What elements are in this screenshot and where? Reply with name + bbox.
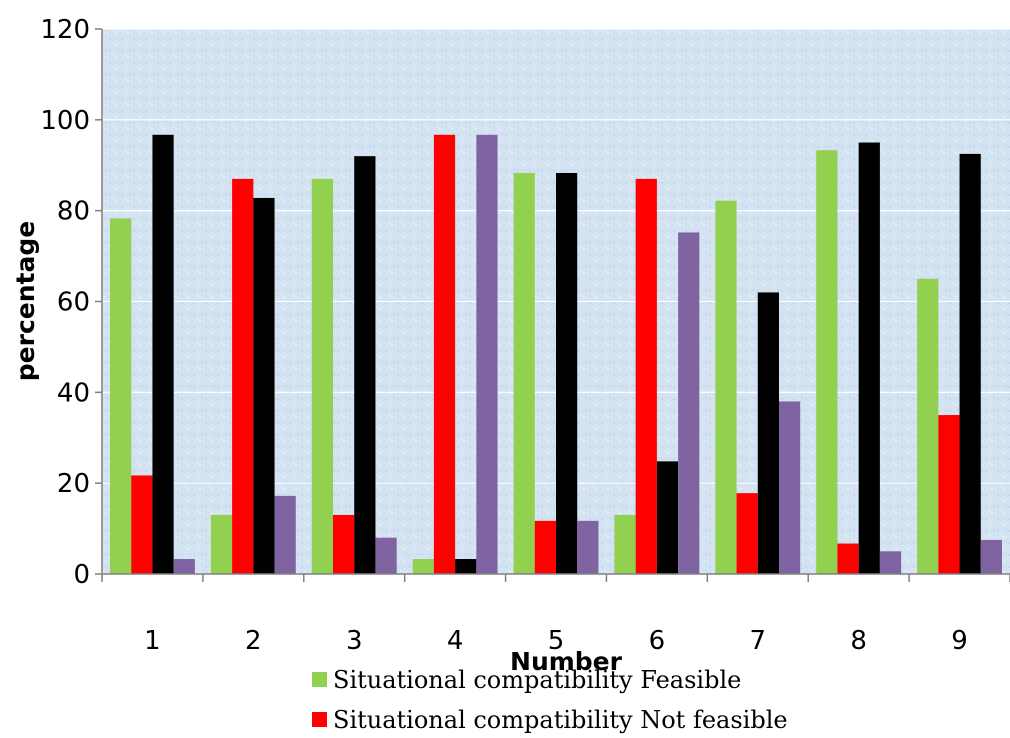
x-tick-label: 6: [649, 626, 666, 656]
legend-label: Situational compatibility Not feasible: [333, 706, 788, 734]
bar: [614, 514, 636, 574]
x-tick-label: 7: [750, 626, 767, 656]
bar: [311, 178, 333, 574]
legend: Situational compatibility Feasible Situat…: [312, 666, 788, 734]
bar: [333, 514, 355, 574]
legend-swatch: [312, 672, 327, 687]
bar: [757, 292, 779, 574]
bar: [274, 495, 296, 574]
bar: [455, 559, 477, 574]
bar: [678, 232, 700, 574]
bar: [253, 197, 275, 574]
x-tick-label: 4: [447, 626, 464, 656]
bars: [110, 134, 1002, 575]
x-tick-label: 5: [548, 626, 565, 656]
x-tick-label: 2: [245, 626, 262, 656]
legend-swatch: [312, 712, 327, 727]
bar: [534, 520, 556, 574]
bar: [656, 461, 679, 574]
x-tick-label: 9: [951, 626, 968, 656]
bar: [476, 134, 498, 574]
bar: [232, 178, 254, 574]
bar: [375, 537, 397, 574]
axes: [95, 28, 1010, 582]
bar: [938, 415, 960, 574]
bar: [736, 493, 758, 574]
y-tick-label: 120: [40, 15, 90, 45]
bar: [412, 559, 434, 574]
bar: [556, 172, 578, 575]
bar: [816, 150, 838, 574]
x-axis-title: Number: [510, 647, 623, 676]
bar: [577, 520, 599, 574]
bar: [779, 401, 801, 574]
y-tick-label: 40: [57, 378, 90, 408]
y-tick-label: 0: [73, 560, 90, 590]
bar: [110, 218, 132, 574]
bar: [879, 551, 902, 574]
y-axis-title: percentage: [11, 221, 40, 381]
bar: [210, 514, 233, 574]
bar: [152, 134, 174, 574]
bar: [837, 543, 859, 574]
bar: [513, 172, 535, 575]
bar: [354, 156, 376, 574]
bar: [131, 475, 153, 574]
y-tick-labels: 0 20 40 60 80 100 120: [40, 15, 90, 590]
y-tick-label: 80: [57, 197, 90, 227]
bar: [959, 153, 981, 575]
bar: [173, 559, 195, 574]
bar: [917, 278, 939, 574]
y-tick-label: 60: [57, 288, 90, 318]
x-tick-labels: 1 2 3 4 5 6 7 8 9: [144, 626, 968, 656]
x-tick-label: 3: [346, 626, 363, 656]
y-tick-label: 100: [40, 106, 90, 136]
bar: [715, 200, 737, 575]
x-tick-label: 1: [144, 626, 161, 656]
bar: [433, 134, 456, 574]
legend-label: Situational compatibility Feasible: [333, 666, 741, 694]
y-tick-label: 20: [57, 469, 90, 499]
bar: [858, 142, 880, 574]
bar: [980, 539, 1002, 574]
x-tick-label: 8: [850, 626, 867, 656]
bar: [635, 178, 657, 574]
